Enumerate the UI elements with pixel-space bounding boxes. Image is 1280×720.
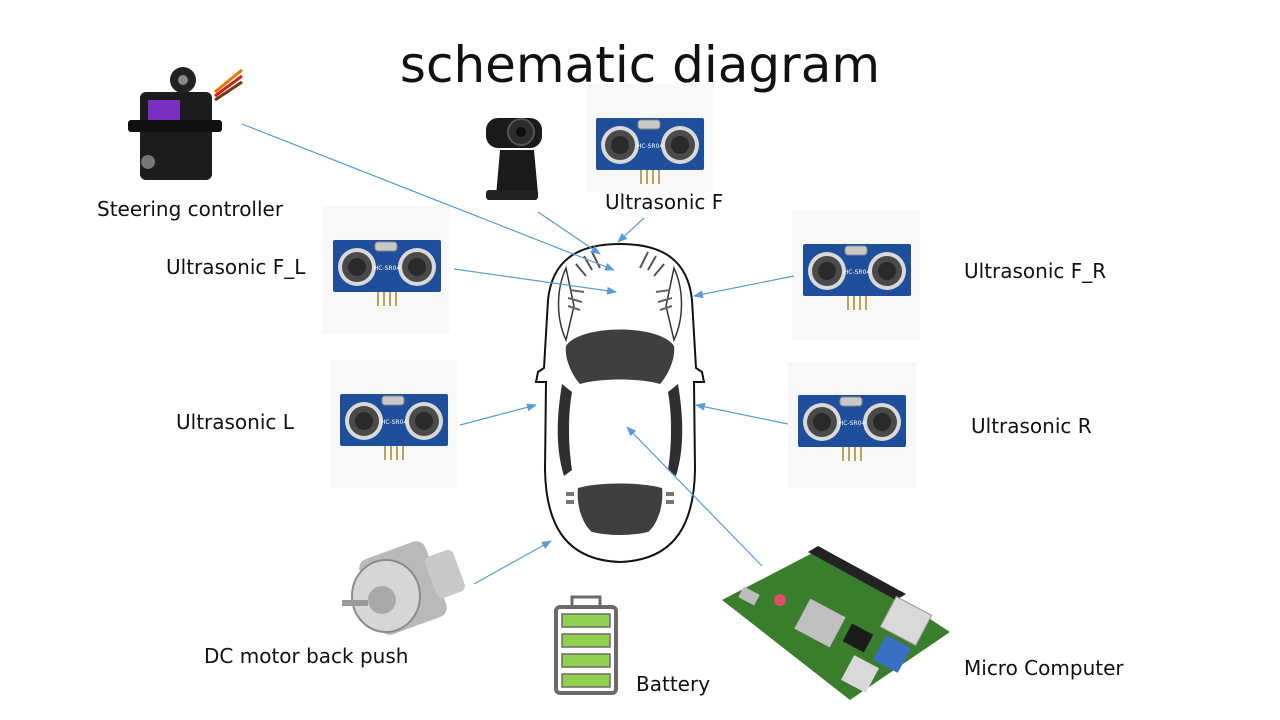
- dc-motor-image: [342, 541, 465, 635]
- label-battery: Battery: [636, 672, 711, 696]
- label-ultrasonic-front-left: Ultrasonic F_L: [166, 255, 306, 279]
- arrow-steering: [241, 123, 615, 271]
- arrow-micro-computer: [626, 426, 763, 567]
- arrow-ultrasonic-front: [617, 217, 645, 243]
- label-micro-computer: Micro Computer: [964, 656, 1124, 680]
- label-dc-motor: DC motor back push: [204, 644, 409, 668]
- arrow-dc-motor: [473, 540, 552, 585]
- arrow-webcam: [537, 211, 601, 255]
- label-ultrasonic-front-right: Ultrasonic F_R: [964, 259, 1107, 283]
- arrow-ultrasonic-front-left: [453, 268, 617, 295]
- arrow-ultrasonic-front-right: [693, 275, 795, 299]
- micro-computer-image: [722, 546, 950, 700]
- label-ultrasonic-right: Ultrasonic R: [971, 414, 1092, 438]
- webcam-image: [486, 118, 542, 200]
- arrow-ultrasonic-left: [459, 403, 537, 426]
- label-ultrasonic-front: Ultrasonic F: [605, 190, 724, 214]
- arrow-ultrasonic-right: [695, 402, 789, 425]
- battery-image: [554, 595, 618, 695]
- label-ultrasonic-left: Ultrasonic L: [176, 410, 294, 434]
- label-steering-controller: Steering controller: [97, 197, 284, 221]
- servo-image: [128, 67, 243, 180]
- car-image: [534, 242, 706, 564]
